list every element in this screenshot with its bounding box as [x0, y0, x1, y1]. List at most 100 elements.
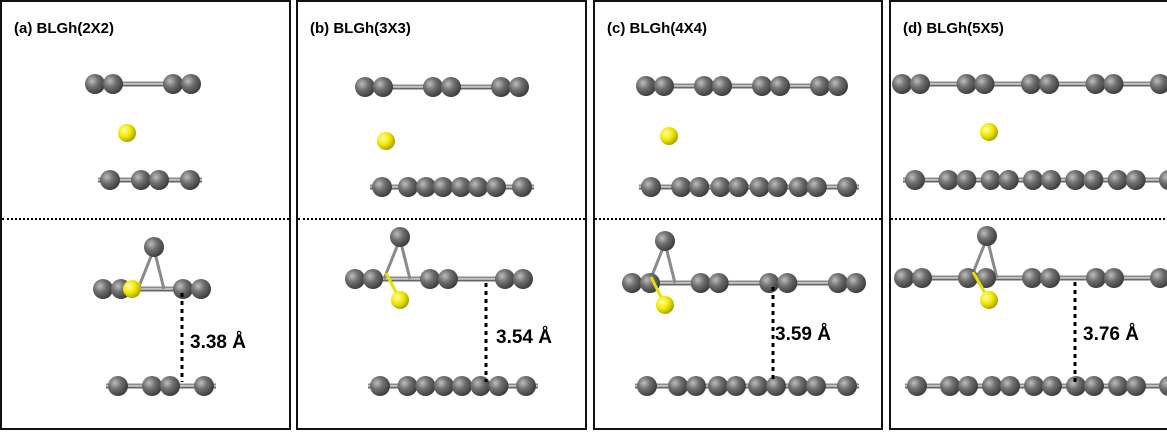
carbon-atom [1084, 376, 1104, 396]
carbon-atom [708, 273, 729, 293]
carbon-atom [1103, 74, 1124, 94]
carbon-atom [486, 177, 506, 197]
carbon-atom [433, 177, 453, 197]
carbon-atom [748, 376, 768, 396]
carbon-atom [85, 74, 105, 94]
carbon-atom [1065, 170, 1086, 190]
carbon-atom [686, 376, 706, 396]
carbon-atom [910, 74, 930, 94]
carbon-atom [788, 376, 808, 396]
carbon-atom [671, 177, 692, 197]
section-divider [298, 218, 585, 220]
carbon-atom [491, 77, 511, 97]
carbon-atom [977, 226, 997, 246]
carbon-atom [641, 177, 661, 197]
carbon-atom [1159, 170, 1167, 190]
carbon-atom [397, 376, 418, 396]
carbon-atom [837, 177, 857, 197]
carbon-atom [1108, 376, 1128, 396]
carbon-atom [451, 177, 471, 197]
carbon-atom [131, 170, 151, 190]
panel-title: (c) BLGh(4X4) [607, 20, 708, 37]
carbon-atom [956, 74, 977, 94]
carbon-atom [495, 269, 515, 289]
carbon-atom [363, 269, 383, 289]
carbon-atom [998, 170, 1019, 190]
carbon-atom [1039, 74, 1059, 94]
carbon-atom [438, 269, 458, 289]
carbon-atom [622, 273, 642, 293]
carbon-atom [974, 74, 995, 94]
carbon-atom [806, 177, 827, 197]
carbon-atom [788, 177, 809, 197]
dopant-atom [118, 124, 136, 142]
carbon-atom [1150, 268, 1167, 288]
carbon-atom [1042, 376, 1062, 396]
section-divider [595, 218, 881, 220]
dopant-atom [660, 127, 678, 145]
carbon-atom [1085, 74, 1106, 94]
dopant-atom [123, 280, 141, 298]
carbon-atom [806, 376, 826, 396]
carbon-atom [373, 77, 393, 97]
carbon-atom [956, 170, 977, 190]
carbon-atom [191, 279, 211, 299]
structure-c [622, 76, 866, 396]
carbon-atom [940, 376, 960, 396]
carbon-atom [828, 273, 848, 293]
carbon-atom [668, 376, 688, 396]
carbon-atom [907, 376, 927, 396]
dopant-atom [656, 296, 674, 314]
carbon-atom [770, 76, 790, 96]
carbon-atom [894, 268, 914, 288]
panel-c: (c) BLGh(4X4) 3.59 Å [593, 0, 883, 430]
carbon-atom [173, 279, 193, 299]
carbon-atom [509, 77, 529, 97]
carbon-atom [905, 170, 925, 190]
carbon-atom [513, 269, 533, 289]
panel-b: (b) BLGh(3X3) 3.54 Å [296, 0, 587, 430]
carbon-atom [181, 74, 201, 94]
carbon-atom [516, 376, 536, 396]
carbon-atom [726, 376, 746, 396]
structure-b [345, 77, 538, 396]
carbon-atom [468, 177, 488, 197]
carbon-atom [180, 170, 200, 190]
carbon-atom [1107, 170, 1128, 190]
carbon-atom [1104, 268, 1124, 288]
interlayer-distance-label: 3.76 Å [1083, 324, 1139, 345]
carbon-atom [892, 74, 912, 94]
carbon-atom [423, 77, 443, 97]
structure-a [85, 74, 216, 396]
carbon-atom [759, 273, 780, 293]
carbon-atom [1022, 268, 1042, 288]
dopant-atom [980, 123, 998, 141]
carbon-atom [1000, 376, 1020, 396]
carbon-atom [1024, 376, 1044, 396]
carbon-atom [142, 376, 162, 396]
carbon-atom [846, 273, 866, 293]
carbon-atom [452, 376, 472, 396]
carbon-atom [810, 76, 830, 96]
section-divider [891, 218, 1167, 220]
carbon-atom [1086, 268, 1106, 288]
carbon-atom [160, 376, 180, 396]
carbon-atom [938, 170, 959, 190]
interlayer-distance-label: 3.38 Å [190, 332, 246, 353]
carbon-atom [1041, 170, 1061, 190]
carbon-atom [1023, 170, 1043, 190]
dopant-atom [391, 291, 409, 309]
carbon-atom [100, 170, 120, 190]
carbon-atom [1125, 170, 1146, 190]
carbon-atom [958, 376, 978, 396]
carbon-atom [694, 76, 714, 96]
carbon-atom [370, 376, 390, 396]
panel-title: (a) BLGh(2X2) [14, 20, 115, 37]
carbon-atom [512, 177, 532, 197]
carbon-atom [398, 177, 418, 197]
carbon-atom [441, 77, 461, 97]
carbon-atom [415, 376, 436, 396]
carbon-atom [777, 273, 798, 293]
carbon-atom [390, 227, 410, 247]
interlayer-distance-label: 3.59 Å [775, 324, 831, 345]
